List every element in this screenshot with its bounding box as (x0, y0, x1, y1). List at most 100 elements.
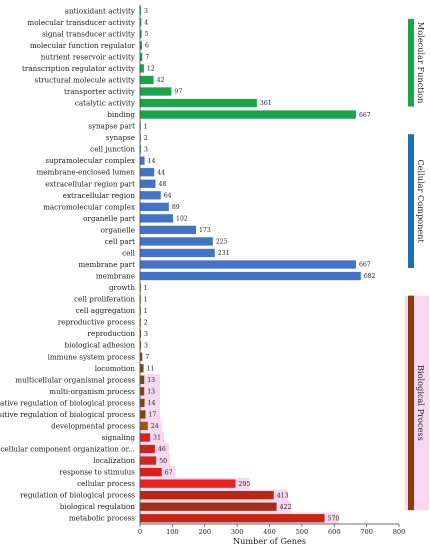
x-tick-label: 0 (138, 528, 142, 536)
category-label: cell part (105, 237, 135, 246)
x-tick-label: 200 (198, 528, 211, 536)
value-label: 12 (147, 66, 155, 73)
value-label: 3 (144, 331, 148, 338)
category-label: nutrient reservoir activity (41, 52, 136, 61)
value-label: 14 (148, 158, 156, 165)
category-label: cellular process (77, 479, 135, 488)
category-label: structural molecule activity (35, 75, 136, 84)
bar (140, 421, 148, 431)
value-label: 42 (157, 77, 165, 84)
bar (140, 145, 141, 154)
bar (140, 410, 146, 419)
category-label: growth (109, 283, 135, 292)
value-label: 413 (277, 492, 289, 499)
x-axis-title: Number of Genes (233, 536, 306, 546)
category-label: signal transducer activity (42, 29, 136, 38)
category-label: reproduction (88, 329, 136, 338)
category-label: positive regulation of biological proces… (0, 410, 135, 419)
group-bar (408, 18, 414, 107)
value-labels-layer: 3456712429736166712314444864891021732252… (144, 8, 376, 522)
value-label: 1 (144, 123, 148, 130)
value-label: 44 (157, 169, 165, 176)
bar-highlight (140, 431, 165, 444)
category-label: organelle part (83, 214, 135, 223)
bar (140, 433, 151, 442)
category-label: negative regulation of biological proces… (0, 398, 135, 407)
category-label: regulation of biological process (20, 491, 135, 500)
x-tick-label: 800 (393, 528, 406, 536)
x-tick-label: 700 (360, 528, 373, 536)
category-label: reproductive process (58, 318, 135, 327)
value-label: 2 (144, 319, 148, 326)
category-label: transcription regulator activity (22, 64, 136, 73)
x-tick-label: 600 (328, 528, 341, 536)
bar (140, 168, 155, 177)
category-label: biological regulation (60, 502, 136, 511)
value-label: 24 (151, 423, 159, 430)
category-label: antioxidant activity (65, 6, 136, 15)
value-label: 231 (218, 250, 230, 257)
bar (140, 398, 145, 408)
value-label: 295 (239, 481, 251, 488)
value-label: 3 (144, 146, 148, 153)
value-label: 50 (159, 458, 167, 465)
category-label: membrane part (78, 260, 135, 269)
bar (140, 225, 197, 235)
value-label: 2 (144, 135, 148, 142)
category-label: membrane (96, 272, 135, 281)
bar (140, 456, 157, 465)
bar (140, 191, 161, 200)
x-tick-label: 500 (296, 528, 309, 536)
value-label: 11 (147, 366, 155, 373)
category-label: cell (122, 248, 136, 257)
category-label: metabolic process (69, 514, 135, 523)
bar (140, 444, 155, 454)
bar (140, 479, 236, 488)
value-label: 1 (144, 285, 148, 292)
category-label: binding (107, 110, 135, 119)
value-label: 7 (145, 354, 149, 361)
group-indicators-layer: Molecular Function Cellular Component Biol… (405, 18, 429, 511)
bar (140, 52, 143, 62)
value-label: 97 (174, 89, 182, 96)
bar (140, 491, 274, 500)
value-label: 7 (145, 54, 149, 61)
bars-layer (140, 6, 361, 523)
category-label: extracellular region part (45, 179, 135, 188)
category-label: cell proliferation (74, 295, 135, 304)
category-label: cellular component organization or... (1, 445, 136, 454)
category-label: cell aggregation (76, 306, 136, 315)
bar (140, 179, 156, 188)
x-tick-label: 400 (263, 528, 276, 536)
bar (140, 364, 144, 373)
category-label: synapse part (88, 122, 135, 131)
value-label: 48 (159, 181, 167, 188)
value-label: 1 (144, 308, 148, 315)
category-label: molecular function regulator (30, 41, 136, 50)
value-label: 3 (144, 342, 148, 349)
bar (140, 502, 277, 511)
value-label: 4 (144, 20, 148, 27)
bar (140, 467, 162, 477)
bar (140, 87, 172, 96)
highlight-layer (140, 374, 339, 524)
bar (140, 375, 145, 384)
value-label: 102 (176, 216, 188, 223)
category-label: biological adhesion (65, 341, 136, 350)
category-label: synapse (106, 133, 135, 142)
category-label: response to stimulus (59, 468, 135, 477)
value-label: 667 (359, 262, 371, 269)
category-label: macromolecular complex (43, 202, 135, 211)
value-label: 225 (216, 239, 228, 246)
bar-highlight (140, 397, 160, 409)
group-label: Biological Process (416, 365, 426, 441)
value-label: 67 (165, 469, 173, 476)
value-label: 3 (144, 8, 148, 15)
bar (140, 352, 143, 361)
bar (140, 202, 169, 211)
value-label: 13 (147, 377, 155, 384)
value-label: 667 (359, 112, 371, 119)
bar (140, 64, 144, 73)
x-tick-label: 100 (166, 528, 179, 536)
